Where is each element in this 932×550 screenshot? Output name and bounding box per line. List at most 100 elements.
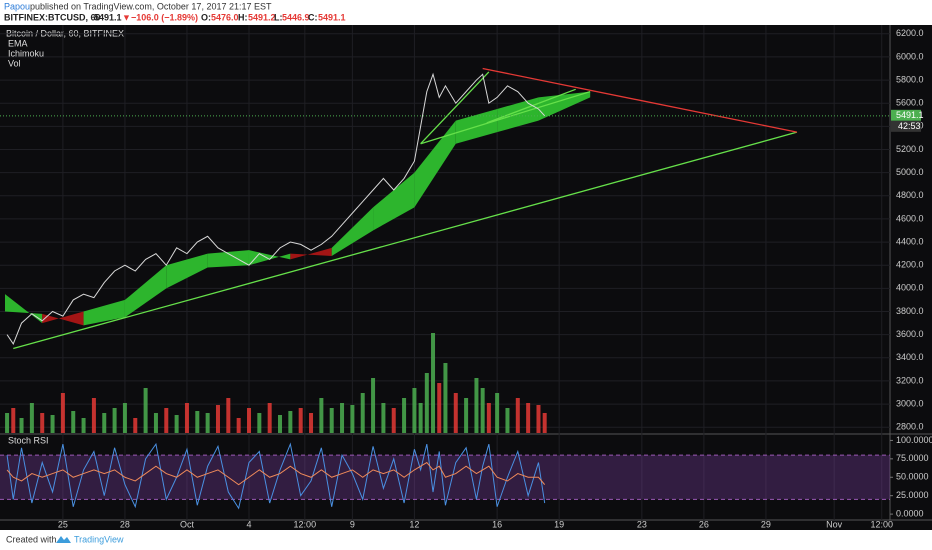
- x-tick-label: 26: [699, 519, 709, 529]
- price-line: [6, 461, 546, 486]
- trendline: [420, 91, 591, 145]
- volume-bar: [288, 411, 293, 433]
- y-tick-label: 3600.0: [896, 329, 924, 339]
- volume-bar: [226, 398, 231, 433]
- cloud-segment: [290, 247, 332, 260]
- volume-bar: [29, 403, 34, 433]
- chart-background: [0, 25, 932, 530]
- volume-bar: [412, 388, 417, 433]
- cloud-segment: [497, 97, 539, 133]
- y-tick-label: 5600.0: [896, 98, 924, 108]
- volume-bar: [71, 411, 76, 433]
- y-tick-label: 75.0000: [896, 453, 929, 463]
- volume-bar: [91, 398, 96, 433]
- volume-bar: [418, 403, 423, 433]
- x-tick-label: 28: [120, 519, 130, 529]
- volume-bar: [267, 403, 272, 433]
- volume-bar: [19, 418, 24, 433]
- cloud-segment: [166, 253, 208, 289]
- cloud-segment: [414, 120, 456, 208]
- y-tick-label: 6200.0: [896, 28, 924, 38]
- x-tick-label: 25: [58, 519, 68, 529]
- volume-bar: [195, 411, 200, 433]
- low: 5446.9: [282, 12, 310, 22]
- x-tick-label: 19: [554, 519, 564, 529]
- volume-bar: [11, 408, 16, 433]
- price-line: [6, 442, 546, 510]
- volume-bar: [515, 398, 520, 433]
- volume-bar: [122, 403, 127, 433]
- x-tick-label: 9: [350, 519, 355, 529]
- y-tick-label: 0.0000: [896, 508, 924, 518]
- change: −106.0 (−1.89%): [131, 12, 198, 22]
- volume-bar: [486, 403, 491, 433]
- x-tick-label: 29: [761, 519, 771, 529]
- x-tick-label: 12:00: [294, 519, 317, 529]
- volume-bar: [536, 405, 541, 433]
- cloud-segment: [42, 311, 84, 326]
- x-tick-label: Oct: [180, 519, 195, 529]
- volume-bar: [431, 333, 436, 433]
- volume-bar: [443, 363, 448, 433]
- y-tick-label: 3400.0: [896, 352, 924, 362]
- y-tick-label: 2800.0: [896, 422, 924, 432]
- volume-bar: [215, 405, 220, 433]
- y-tick-label: 4800.0: [896, 190, 924, 200]
- cloud-segment: [5, 294, 43, 324]
- x-tick-label: 16: [492, 519, 502, 529]
- y-tick-label: 4400.0: [896, 236, 924, 246]
- volume-bar: [246, 408, 251, 433]
- volume-bar: [319, 398, 324, 433]
- volume-bar: [453, 393, 458, 433]
- indicator-label: Ichimoku: [8, 48, 44, 58]
- volume-bar: [236, 418, 241, 433]
- countdown: 42:53: [898, 121, 921, 131]
- volume-bar: [164, 408, 169, 433]
- published: published on TradingView.com, October 17…: [30, 1, 272, 11]
- volume-bar: [184, 403, 189, 433]
- x-tick-label: 12:00: [870, 519, 893, 529]
- trendline: [13, 131, 798, 350]
- volume-bar: [40, 413, 45, 433]
- cloud-segment: [83, 299, 125, 326]
- y-tick-label: 4200.0: [896, 260, 924, 270]
- footer: Created with TradingView: [6, 534, 124, 544]
- y-tick-label: 50.0000: [896, 472, 929, 482]
- y-tick-label: 4600.0: [896, 213, 924, 223]
- x-tick-label: 4: [246, 519, 251, 529]
- volume-bar: [102, 413, 107, 433]
- volume-bar: [371, 378, 376, 433]
- volume-bar: [329, 408, 334, 433]
- y-tick-label: 6000.0: [896, 51, 924, 61]
- cloud-segment: [373, 172, 415, 231]
- trendline: [420, 71, 490, 145]
- author[interactable]: Papou: [4, 1, 30, 11]
- close: 5491.1: [318, 12, 346, 22]
- volume-bar: [474, 378, 479, 433]
- volume-bar: [81, 418, 86, 433]
- symbol: BITFINEX:BTCUSD, 60: [4, 12, 101, 22]
- volume-bar: [5, 413, 10, 433]
- volume-bar: [505, 408, 510, 433]
- x-tick-label: 12: [409, 519, 419, 529]
- brand-logo: [56, 536, 71, 543]
- y-tick-label: 5200.0: [896, 144, 924, 154]
- stoch-title: Stoch RSI: [8, 435, 49, 445]
- volume-bar: [542, 413, 547, 433]
- last: 5491.1: [94, 12, 122, 22]
- volume-bar: [424, 373, 429, 433]
- y-tick-label: 3200.0: [896, 375, 924, 385]
- trendline: [482, 67, 798, 133]
- volume-bar: [133, 418, 138, 433]
- volume-bar: [257, 413, 262, 433]
- x-tick-label: 23: [637, 519, 647, 529]
- volume-bar: [526, 403, 531, 433]
- volume-bar: [60, 393, 65, 433]
- volume-bar: [340, 403, 345, 433]
- indicator-label: Vol: [8, 58, 21, 68]
- volume-bar: [278, 415, 283, 433]
- y-tick-label: 5000.0: [896, 167, 924, 177]
- brand[interactable]: TradingView: [74, 534, 124, 544]
- y-tick-label: 3800.0: [896, 306, 924, 316]
